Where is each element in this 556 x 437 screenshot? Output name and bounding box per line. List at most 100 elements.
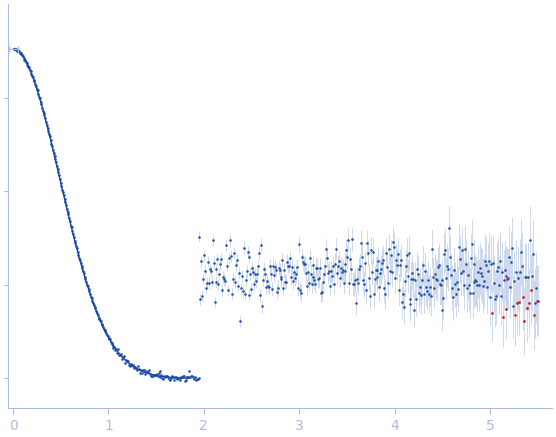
Point: [183, 374, 192, 381]
Point: [375, 283, 384, 290]
Point: [464, 282, 473, 289]
Point: [367, 269, 376, 276]
Point: [474, 268, 483, 275]
Point: [352, 300, 361, 307]
Point: [442, 275, 451, 282]
Point: [168, 374, 177, 381]
Point: [246, 271, 255, 277]
Point: [434, 262, 443, 269]
Point: [61, 198, 70, 205]
Point: [449, 294, 458, 301]
Point: [420, 290, 429, 297]
Point: [193, 375, 202, 382]
Point: [429, 284, 438, 291]
Point: [234, 270, 243, 277]
Point: [259, 276, 267, 283]
Point: [458, 247, 466, 254]
Point: [20, 56, 29, 63]
Point: [217, 255, 226, 262]
Point: [490, 295, 499, 302]
Point: [113, 349, 122, 356]
Point: [190, 375, 198, 382]
Point: [369, 291, 378, 298]
Point: [42, 118, 51, 125]
Point: [509, 303, 518, 310]
Point: [230, 249, 239, 256]
Point: [108, 340, 117, 347]
Point: [405, 295, 414, 302]
Point: [504, 275, 513, 282]
Point: [130, 365, 139, 372]
Point: [209, 259, 218, 266]
Point: [473, 282, 482, 289]
Point: [82, 278, 91, 285]
Point: [167, 372, 176, 379]
Point: [148, 373, 157, 380]
Point: [282, 278, 291, 285]
Point: [495, 258, 504, 265]
Point: [477, 270, 486, 277]
Point: [465, 289, 474, 296]
Point: [231, 262, 240, 269]
Point: [147, 373, 156, 380]
Point: [396, 256, 405, 263]
Point: [522, 273, 530, 280]
Point: [18, 52, 27, 59]
Point: [390, 244, 399, 251]
Point: [330, 260, 339, 267]
Point: [98, 322, 107, 329]
Point: [66, 222, 75, 229]
Point: [275, 267, 284, 274]
Point: [338, 267, 347, 274]
Point: [437, 276, 446, 283]
Point: [62, 202, 71, 209]
Point: [479, 283, 488, 290]
Point: [52, 159, 61, 166]
Point: [356, 239, 365, 246]
Point: [264, 282, 272, 289]
Point: [245, 253, 254, 260]
Point: [384, 280, 393, 287]
Point: [386, 252, 395, 259]
Point: [290, 268, 299, 275]
Point: [29, 76, 38, 83]
Point: [78, 265, 87, 272]
Point: [56, 179, 65, 186]
Point: [128, 362, 137, 369]
Point: [488, 309, 497, 316]
Point: [272, 288, 281, 295]
Point: [415, 290, 424, 297]
Point: [64, 211, 73, 218]
Point: [385, 246, 394, 253]
Point: [313, 264, 322, 271]
Point: [433, 264, 442, 271]
Point: [72, 242, 81, 249]
Point: [34, 90, 43, 97]
Point: [226, 236, 235, 243]
Point: [156, 368, 165, 375]
Point: [11, 45, 19, 52]
Point: [94, 314, 103, 321]
Point: [17, 51, 26, 58]
Point: [320, 271, 329, 277]
Point: [84, 285, 93, 292]
Point: [113, 346, 122, 353]
Point: [48, 143, 57, 150]
Point: [531, 284, 540, 291]
Point: [93, 311, 102, 318]
Point: [257, 303, 266, 310]
Point: [432, 277, 441, 284]
Point: [527, 273, 536, 280]
Point: [445, 224, 454, 231]
Point: [30, 78, 39, 85]
Point: [407, 276, 416, 283]
Point: [165, 375, 173, 382]
Point: [480, 277, 489, 284]
Point: [171, 374, 180, 381]
Point: [410, 306, 419, 313]
Point: [510, 278, 519, 285]
Point: [77, 263, 86, 270]
Point: [16, 49, 25, 56]
Point: [121, 357, 130, 364]
Point: [459, 282, 468, 289]
